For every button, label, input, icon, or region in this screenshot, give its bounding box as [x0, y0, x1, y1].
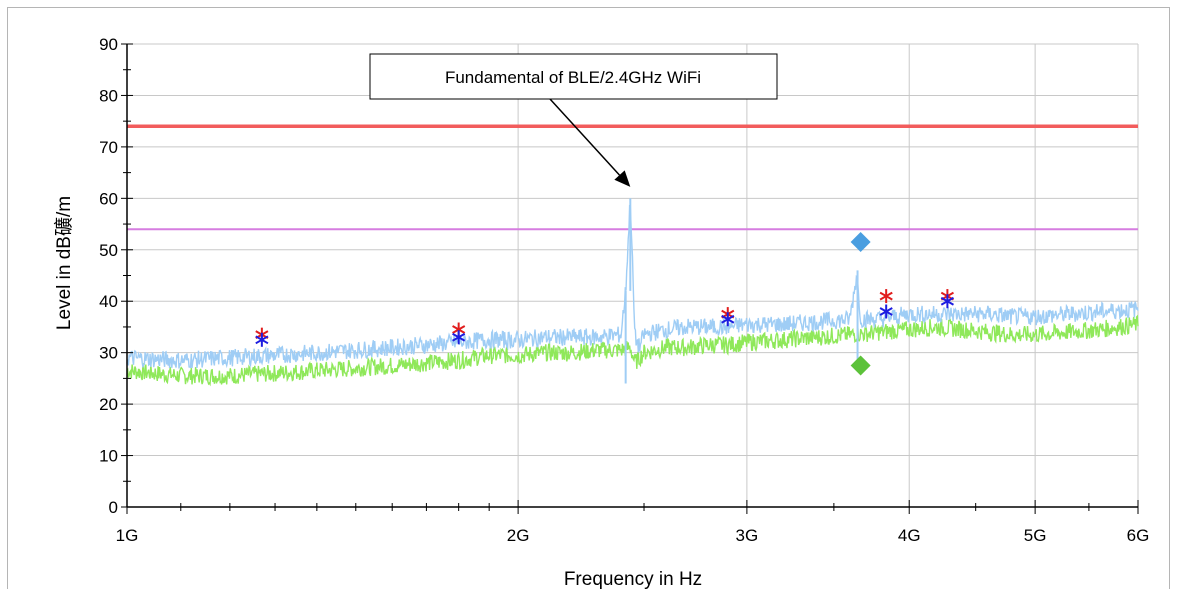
y-tick-label: 60	[99, 189, 118, 208]
blue-asterisk-marker	[255, 332, 269, 347]
green-diamond-marker	[850, 355, 871, 376]
blue-asterisk-marker	[940, 294, 954, 309]
annotation-label: Fundamental of BLE/2.4GHz WiFi	[445, 68, 701, 87]
limit-lines	[127, 124, 1138, 231]
y-tick-label: 10	[99, 447, 118, 466]
y-tick-label: 90	[99, 35, 118, 54]
y-tick-label: 70	[99, 138, 118, 157]
annotation-box	[369, 53, 778, 100]
x-tick-label: 2G	[507, 526, 530, 545]
blue-asterisk-marker	[452, 330, 466, 345]
blue-asterisk-marker	[721, 312, 735, 327]
x-tick-label: 3G	[736, 526, 759, 545]
y-axis-title: Level in dB礦/m	[53, 196, 75, 330]
y-tick-label: 40	[99, 292, 118, 311]
y-tick-label: 50	[99, 241, 118, 260]
y-tick-label: 80	[99, 86, 118, 105]
annotation-arrow	[549, 98, 621, 176]
marker-group	[255, 232, 954, 376]
blue-asterisk-marker	[879, 304, 893, 319]
green-trace	[126, 314, 1139, 387]
x-tick-label: 6G	[1127, 526, 1150, 545]
x-tick-label: 1G	[116, 526, 139, 545]
outer-border	[7, 7, 1170, 589]
blue-trace	[126, 204, 1139, 369]
y-tick-label: 0	[109, 498, 118, 517]
tick-group: 0 10 20 30 40 50 60 70 80 90 1G 2G 3G 4G 5G 6G	[99, 35, 1149, 545]
red-asterisk-marker	[879, 289, 893, 304]
series-group	[126, 198, 1139, 387]
x-axis-title: Frequency in Hz	[564, 569, 702, 589]
annotation-arrowhead	[614, 170, 631, 187]
y-tick-label: 30	[99, 344, 118, 363]
x-tick-label: 5G	[1024, 526, 1047, 545]
blue-diamond-marker	[850, 232, 871, 253]
x-tick-label: 4G	[898, 526, 921, 545]
annotation-group: Fundamental of BLE/2.4GHz WiFi	[369, 53, 778, 187]
y-tick-label: 20	[99, 395, 118, 414]
